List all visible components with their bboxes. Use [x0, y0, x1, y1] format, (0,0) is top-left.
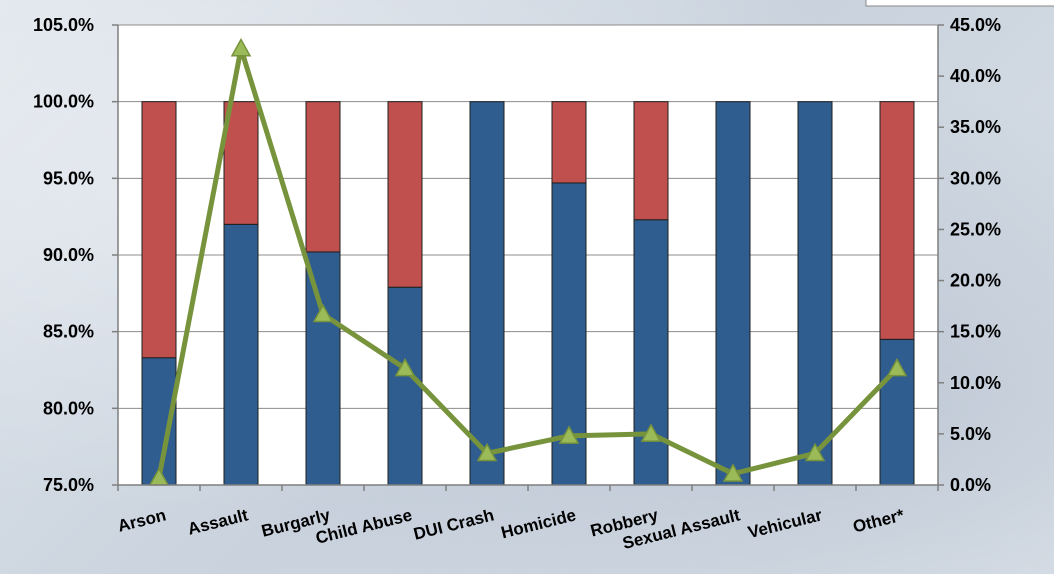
right-tick-label: 0.0%: [950, 475, 991, 495]
left-tick-label: 105.0%: [33, 15, 94, 35]
bar-segment-lower: [305, 251, 341, 486]
bar-segment-lower: [387, 286, 423, 486]
bar-segment-lower: [797, 101, 833, 486]
category-label: Assault: [186, 505, 251, 538]
right-tick-label: 30.0%: [950, 168, 1001, 188]
left-tick-label: 85.0%: [43, 322, 94, 342]
left-tick-label: 75.0%: [43, 475, 94, 495]
line-marker: [558, 425, 580, 444]
left-tick-label: 80.0%: [43, 398, 94, 418]
bar-segment-upper: [879, 101, 915, 340]
line-marker: [804, 442, 826, 462]
right-tick-label: 45.0%: [950, 15, 1001, 35]
category-label: Vehicular: [746, 505, 824, 542]
line-series: [148, 37, 908, 486]
left-tick-label: 95.0%: [43, 168, 94, 188]
line-marker: [312, 303, 334, 323]
bar-segment-upper: [633, 101, 669, 221]
right-tick-label: 40.0%: [950, 66, 1001, 86]
right-axis-tick-labels: 0.0% 5.0% 10.0% 15.0% 20.0% 25.0% 30.0% 35.0% 40…: [950, 15, 1001, 495]
left-tick-label: 90.0%: [43, 245, 94, 265]
right-tick-label: 15.0%: [950, 322, 1001, 342]
line-marker: [886, 357, 908, 377]
category-label: Other*: [851, 505, 906, 536]
bar-segment-upper: [305, 101, 341, 253]
bar-segment-upper: [387, 101, 423, 288]
category-label: DUI Crash: [412, 505, 496, 543]
bar-segment-upper: [223, 101, 259, 225]
right-tick-label: 35.0%: [950, 117, 1001, 137]
line-marker: [394, 357, 416, 377]
line-marker: [640, 423, 662, 442]
bar-segment-upper: [141, 101, 177, 359]
legend-box-fragment: [865, 0, 1054, 7]
category-label: Homicide: [499, 505, 578, 542]
right-tick-label: 20.0%: [950, 271, 1001, 291]
line-marker: [722, 463, 744, 482]
bar-segment-lower: [715, 101, 751, 486]
right-tick-label: 25.0%: [950, 219, 1001, 239]
right-tick-label: 5.0%: [950, 424, 991, 444]
bar-segment-lower: [223, 223, 259, 486]
line-marker: [476, 442, 498, 462]
left-tick-label: 100.0%: [33, 92, 94, 112]
bar-segment-lower: [633, 219, 669, 486]
bar-segment-upper: [551, 101, 587, 184]
right-tick-label: 10.0%: [950, 373, 1001, 393]
bar-segment-lower: [469, 101, 505, 486]
category-label: Arson: [116, 505, 168, 535]
series-line: [156, 46, 899, 479]
line-marker: [230, 37, 252, 57]
left-axis-tick-labels: 75.0% 80.0% 85.0% 90.0% 95.0% 100.0% 105.0%: [33, 15, 94, 495]
axes: [112, 24, 944, 491]
